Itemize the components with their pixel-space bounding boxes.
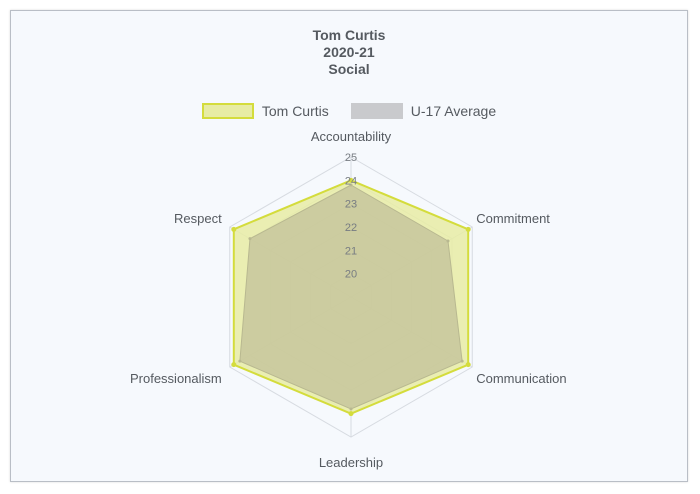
title-line-2: 2020-21	[323, 44, 375, 60]
tick-label-24: 24	[345, 175, 357, 187]
data-point-tom-curtis-3	[348, 411, 354, 417]
chart-legend: Tom Curtis U-17 Average	[11, 103, 687, 119]
chart-title: Tom Curtis 2020-21 Social	[11, 27, 687, 78]
legend-swatch-u17-average	[350, 103, 403, 119]
axis-label-commitment: Commitment	[476, 211, 550, 226]
data-point-u17-average-2	[460, 359, 464, 363]
legend-swatch-tom-curtis	[201, 103, 254, 119]
axis-label-professionalism: Professionalism	[130, 371, 222, 386]
data-point-u17-average-4	[238, 359, 242, 363]
radar-chart: 20 21 22 23 24 25 Accountability Commitment Comm…	[130, 129, 567, 470]
axis-label-communication: Communication	[476, 371, 566, 386]
data-point-tom-curtis-5	[231, 226, 237, 232]
data-point-tom-curtis-1	[465, 226, 471, 232]
legend-label-u17-average: U-17 Average	[410, 103, 497, 119]
axis-label-leadership: Leadership	[319, 455, 383, 470]
axis-label-respect: Respect	[174, 211, 222, 226]
title-line-1: Tom Curtis	[312, 27, 386, 43]
legend-item-u17-average[interactable]: U-17 Average	[350, 103, 497, 119]
data-point-u17-average-5	[248, 237, 252, 241]
axis-label-accountability: Accountability	[311, 129, 392, 144]
data-point-tom-curtis-4	[231, 362, 237, 368]
legend-item-tom-curtis[interactable]: Tom Curtis	[201, 103, 329, 119]
tick-label-22: 22	[345, 222, 357, 234]
data-point-tom-curtis-2	[465, 362, 471, 368]
tick-label-20: 20	[345, 269, 357, 281]
title-line-3: Social	[328, 61, 370, 77]
data-point-tom-curtis-0	[348, 177, 354, 183]
tick-label-23: 23	[345, 199, 357, 211]
chart-frame: Tom Curtis 2020-21 Social Tom Curtis U-1…	[10, 10, 688, 482]
data-point-u17-average-3	[349, 407, 353, 411]
data-point-u17-average-0	[349, 183, 353, 187]
tick-label-21: 21	[345, 245, 357, 257]
data-point-u17-average-1	[446, 239, 450, 243]
legend-label-tom-curtis: Tom Curtis	[261, 103, 329, 119]
tick-label-25: 25	[345, 152, 357, 164]
